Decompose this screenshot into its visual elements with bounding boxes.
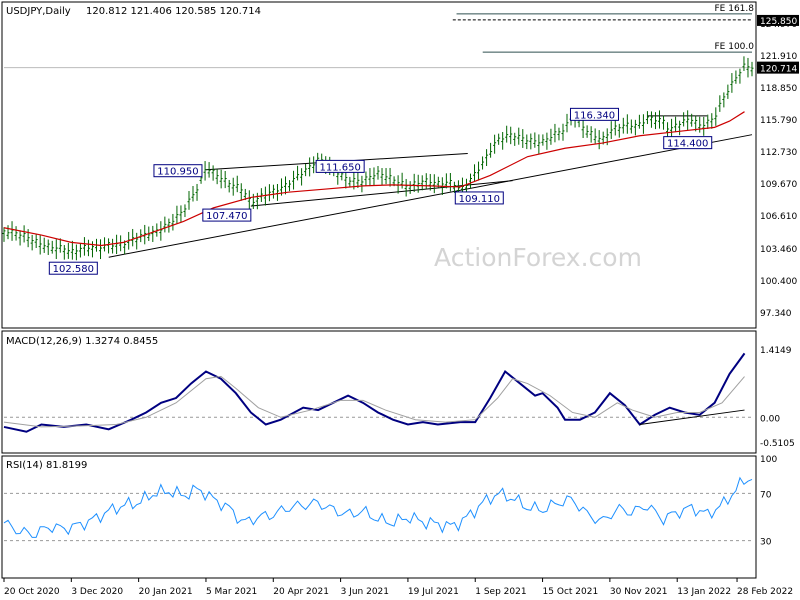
rsi-y-tick: 70: [760, 490, 772, 500]
price-label-text: 109.110: [459, 194, 500, 205]
price-y-tick: 112.730: [760, 148, 797, 158]
price-panel-frame: [1, 1, 757, 329]
x-axis-label: 5 Mar 2021: [206, 587, 257, 597]
macd-panel-title: MACD(12,26,9) 1.3274 0.8455: [6, 336, 158, 347]
fe-level-label: FE 161.8: [715, 4, 755, 14]
x-axis-label: 20 Oct 2020: [4, 587, 60, 597]
macd-trendline: [639, 409, 745, 426]
rsi-line: [3, 476, 753, 538]
watermark: ActionForex.com: [434, 243, 642, 272]
trendline: [250, 180, 513, 207]
fe-price-tag: [757, 14, 799, 26]
x-axis-label: 15 Oct 2021: [543, 587, 599, 597]
ohlc-header: 120.812 121.406 120.585 120.714: [86, 6, 261, 17]
macd-y-tick: -0.5105: [760, 439, 795, 449]
price-label-text: 110.950: [157, 167, 198, 178]
price-y-tick: 100.400: [760, 277, 797, 287]
price-label-box: [315, 159, 365, 173]
x-axis-label: 1 Sep 2021: [475, 587, 526, 597]
x-axis-label: 3 Dec 2020: [71, 587, 123, 597]
x-axis-label: 19 Jul 2021: [408, 587, 459, 597]
last-price-tag: [757, 61, 799, 74]
macd-panel-frame: [1, 330, 757, 454]
price-y-tick: 121.910: [760, 52, 797, 62]
rsi-layer: [3, 476, 753, 542]
price-y-tick: 97.340: [760, 309, 792, 319]
macd-signal-line: [3, 375, 745, 428]
price-label-box: [153, 164, 203, 178]
price-y-tick: 103.460: [760, 245, 797, 255]
price-label-text: 116.340: [574, 110, 615, 121]
x-axis-label: 13 Jan 2022: [677, 587, 731, 597]
price-label-text: 102.580: [53, 264, 94, 275]
macd-line: [3, 352, 746, 433]
price-label-box: [202, 208, 252, 222]
rsi-panel-title: RSI(14) 81.8199: [6, 460, 87, 471]
x-axis-label: 30 Nov 2021: [610, 587, 668, 597]
moving-average-line: [3, 111, 745, 247]
x-axis-label: 20 Jan 2021: [139, 587, 193, 597]
axes-layer: 124.970121.910118.850115.790112.730109.6…: [3, 14, 799, 597]
price-y-tick: 109.670: [760, 180, 797, 190]
fe-price-tag-text: 125.850: [760, 17, 797, 27]
macd-y-tick: 0.00: [760, 414, 780, 424]
price-y-tick: 115.790: [760, 116, 797, 126]
trendline: [108, 134, 753, 258]
rsi-y-tick: 30: [760, 538, 772, 548]
macd-layer: [3, 352, 752, 433]
rsi-panel-frame: [1, 455, 757, 579]
price-label-text: 114.400: [667, 139, 708, 150]
price-label-box: [663, 136, 713, 150]
price-panel-title: USDJPY,Daily: [6, 6, 71, 17]
fe-level-label: FE 100.0: [715, 42, 755, 52]
price-label-box: [48, 261, 98, 275]
price-layer: FE 161.8 FE 100.0 102.580 110.950 107.470 111…: [2, 4, 755, 275]
price-label-text: 107.470: [206, 211, 247, 222]
price-y-tick: 106.610: [760, 212, 797, 222]
price-label-text: 111.650: [319, 162, 360, 173]
price-label-box: [569, 107, 619, 121]
x-axis-label: 20 Apr 2021: [273, 587, 329, 597]
x-axis-label: 3 Jun 2021: [341, 587, 389, 597]
price-y-tick: 118.850: [760, 84, 797, 94]
x-axis-label: 28 Feb 2022: [737, 587, 793, 597]
rsi-y-tick: 100: [760, 455, 777, 465]
last-price-tag-text: 120.714: [760, 65, 797, 75]
price-label-box: [454, 191, 504, 205]
macd-y-tick: 1.4149: [760, 346, 792, 356]
